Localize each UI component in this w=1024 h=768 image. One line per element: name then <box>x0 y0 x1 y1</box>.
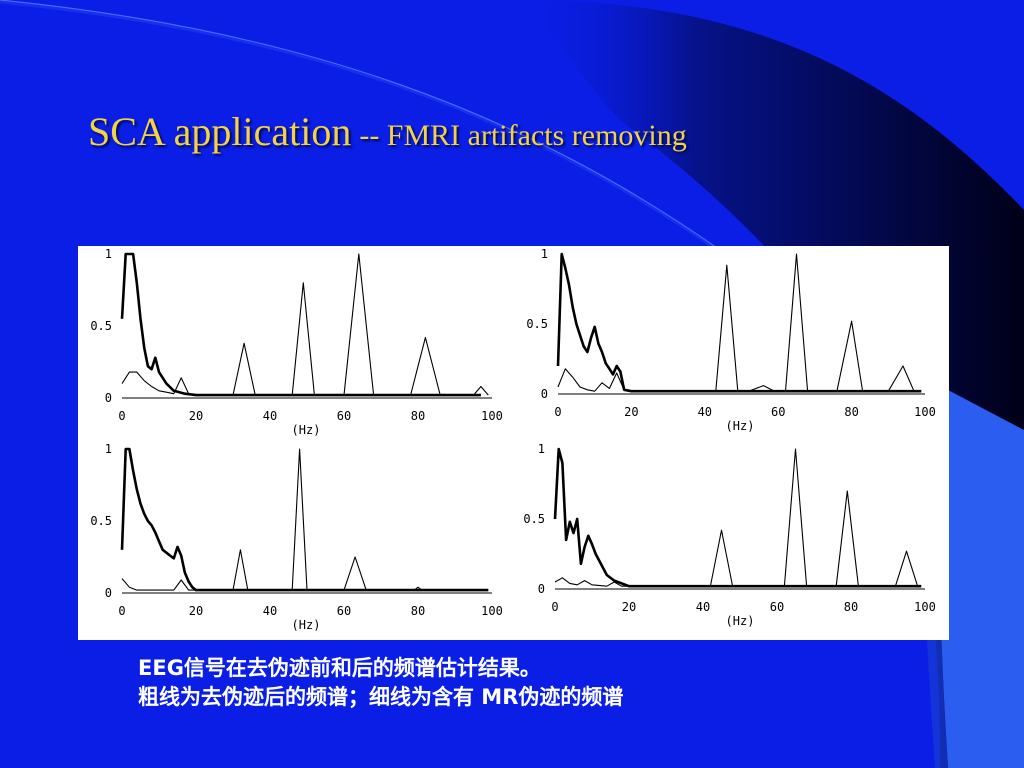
slide-title: SCA application -- FMRI artifacts removin… <box>88 108 687 155</box>
y-tick-label: 0.5 <box>90 514 112 528</box>
x-tick-label: 20 <box>622 600 636 614</box>
x-tick-label: 60 <box>337 409 351 423</box>
series-with-mr-artifact <box>557 253 915 392</box>
x-tick-label: 100 <box>914 600 936 614</box>
caption-line-2: 粗线为去伪迹后的频谱；细线为含有 MR伪迹的频谱 <box>138 685 624 709</box>
title-sub: -- FMRI artifacts removing <box>359 119 687 152</box>
dark-swoosh <box>520 0 1024 768</box>
y-tick-label: 0.5 <box>526 317 548 331</box>
spectrum-panel-3: 0 0.5 1 0 20 40 60 80 100 (Hz) <box>90 442 503 632</box>
figure-caption: EEG信号在去伪迹前和后的频谱估计结果。 粗线为去伪迹后的频谱；细线为含有 MR… <box>138 654 623 712</box>
series-with-mr-artifact <box>554 448 919 587</box>
series-after-removal <box>553 447 922 588</box>
x-tick-label: 0 <box>118 409 125 423</box>
series-with-mr-artifact <box>121 448 489 591</box>
x-tick-label: 20 <box>189 409 203 423</box>
x-tick-label: 80 <box>411 604 425 618</box>
x-axis-label: (Hz) <box>726 614 755 628</box>
spectrum-figure: 0 0.5 1 0 20 40 60 80 100 (Hz) 0 0.5 1 0 20 40 60 80 100 (H… <box>78 246 949 640</box>
swoosh-line <box>0 0 721 251</box>
title-main: SCA application <box>88 109 352 154</box>
series-after-removal <box>556 252 922 393</box>
y-tick-label: 1 <box>105 247 112 261</box>
x-axis-label: (Hz) <box>292 423 321 437</box>
y-tick-label: 1 <box>105 442 112 456</box>
y-tick-label: 1 <box>538 442 545 456</box>
spectrum-plots: 00.510 20 40 60 80 100(Hz)00.510 20 40 60 80 100(H… <box>90 247 936 632</box>
y-tick-label: 0 <box>541 387 548 401</box>
y-tick-label: 0 <box>105 391 112 405</box>
x-tick-label: 60 <box>771 405 785 419</box>
y-tick-label: 1 <box>541 247 548 261</box>
caption-line-1: EEG信号在去伪迹前和后的频谱估计结果。 <box>138 656 541 680</box>
spectrum-panel-4: 0 0.5 1 0 20 40 60 80 100 (Hz) <box>523 442 936 628</box>
x-tick-label: 20 <box>624 405 638 419</box>
y-tick-label: 0.5 <box>90 319 112 333</box>
x-tick-label: 100 <box>481 409 503 423</box>
y-tick-label: 0 <box>538 582 545 596</box>
swoosh-glow <box>0 0 721 254</box>
x-tick-label: 20 <box>189 604 203 618</box>
x-axis-label: (Hz) <box>292 618 321 632</box>
x-tick-label: 0 <box>551 600 558 614</box>
x-tick-label: 100 <box>481 604 503 618</box>
x-tick-label: 0 <box>554 405 561 419</box>
x-tick-label: 0 <box>118 604 125 618</box>
x-tick-label: 40 <box>263 409 277 423</box>
series-after-removal <box>120 447 489 592</box>
x-tick-label: 60 <box>770 600 784 614</box>
x-tick-label: 40 <box>698 405 712 419</box>
series-with-mr-artifact <box>121 253 489 396</box>
y-tick-label: 0 <box>105 586 112 600</box>
y-tick-label: 0.5 <box>523 512 545 526</box>
x-tick-label: 80 <box>844 600 858 614</box>
x-tick-label: 80 <box>844 405 858 419</box>
spectrum-panel-2: 0 0.5 1 0 20 40 60 80 100 (Hz) <box>526 247 936 433</box>
x-tick-label: 60 <box>337 604 351 618</box>
x-tick-label: 40 <box>696 600 710 614</box>
right-band <box>940 390 1024 768</box>
x-tick-label: 100 <box>914 405 936 419</box>
x-tick-label: 80 <box>411 409 425 423</box>
x-axis-label: (Hz) <box>726 419 755 433</box>
x-tick-label: 40 <box>263 604 277 618</box>
spectrum-panel-1: 0 0.5 1 0 20 40 60 80 100 (Hz) <box>90 247 503 437</box>
series-after-removal <box>120 252 481 397</box>
